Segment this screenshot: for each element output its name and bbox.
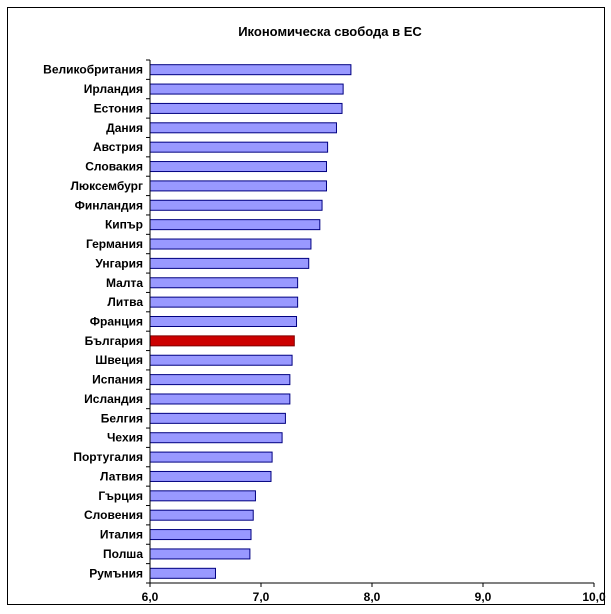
x-tick-label: 8,0 [364, 590, 381, 604]
bar [149, 102, 343, 114]
bar [149, 257, 310, 269]
x-tick-label: 6,0 [142, 590, 159, 604]
category-label: Швеция [95, 353, 143, 367]
category-label: Кипър [105, 218, 143, 232]
bar [149, 277, 299, 289]
category-label: Великобритания [43, 63, 143, 77]
bar [149, 451, 273, 463]
category-label: Исландия [84, 392, 143, 406]
category-label: Австрия [93, 140, 143, 154]
bar [149, 296, 299, 308]
category-label: Латвия [100, 469, 143, 483]
category-label: Италия [100, 528, 143, 542]
category-label: Румъния [89, 566, 143, 580]
x-tick-label: 7,0 [253, 590, 270, 604]
bars-group [149, 64, 352, 579]
bar [149, 180, 327, 192]
category-label: България [85, 334, 143, 348]
bar [149, 567, 216, 579]
category-label: Португалия [73, 450, 143, 464]
bar [149, 316, 298, 327]
category-label: Чехия [107, 431, 143, 445]
bar [149, 490, 256, 502]
category-label: Ирландия [84, 82, 143, 96]
chart-title: Икономическа свобода в ЕС [238, 24, 422, 39]
bar [149, 374, 291, 386]
category-label: Финландия [75, 198, 143, 212]
bar [149, 432, 283, 444]
bar [149, 548, 251, 560]
bar [149, 64, 352, 76]
category-label: Полша [103, 547, 143, 561]
category-label: Франция [90, 315, 143, 329]
category-label: Естония [94, 101, 143, 115]
category-label: Унгария [95, 256, 143, 270]
bar [149, 509, 254, 521]
x-tick-label: 10,0 [582, 590, 606, 604]
category-label: Словакия [85, 160, 143, 174]
category-label: Гърция [98, 489, 143, 503]
bar [149, 470, 272, 482]
category-label: Словения [84, 508, 143, 522]
category-label: Литва [107, 295, 143, 309]
bar [149, 219, 321, 231]
category-label: Германия [86, 237, 143, 251]
bar [149, 238, 312, 250]
bar-highlighted [149, 335, 295, 347]
category-label: Люксембург [70, 179, 143, 193]
x-tick-label: 9,0 [475, 590, 492, 604]
bar [149, 122, 337, 134]
category-label: Дания [106, 121, 143, 135]
bar [149, 199, 323, 211]
bar [149, 141, 329, 153]
bar [149, 83, 344, 95]
category-label: Малта [106, 276, 143, 290]
category-labels-group: Великобритания Ирландия Естония Дания Австри… [43, 63, 143, 581]
category-label: Испания [92, 373, 143, 387]
axes-group: 6,0 7,0 8,0 9,0 10,0 [142, 59, 606, 604]
bar [149, 161, 327, 173]
bar [149, 393, 291, 405]
bar [149, 354, 293, 366]
category-label: Белгия [101, 411, 143, 425]
bar [149, 412, 286, 424]
bar [149, 529, 252, 541]
